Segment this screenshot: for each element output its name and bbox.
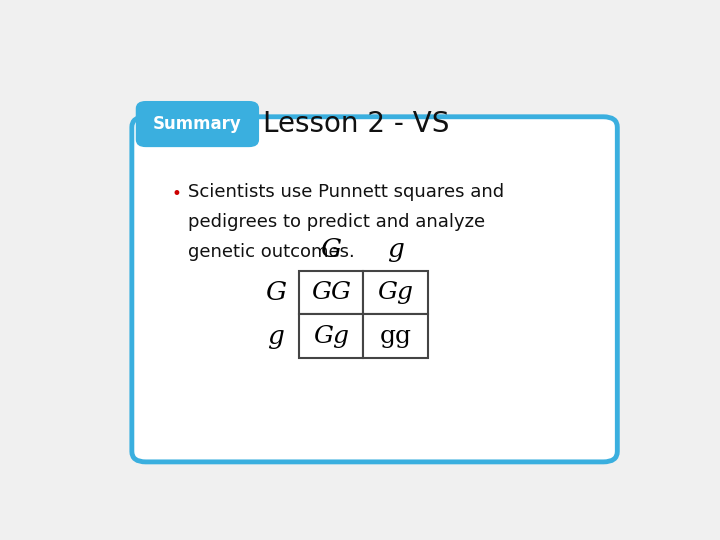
Bar <box>364 314 428 358</box>
Text: Summary: Summary <box>153 115 242 133</box>
Text: Scientists use Punnett squares and: Scientists use Punnett squares and <box>188 183 504 201</box>
Text: pedigrees to predict and analyze: pedigrees to predict and analyze <box>188 213 485 231</box>
Text: Lesson 2 - VS: Lesson 2 - VS <box>263 110 449 138</box>
Text: •: • <box>171 185 181 204</box>
FancyBboxPatch shape <box>136 101 259 147</box>
Text: genetic outcomes.: genetic outcomes. <box>188 243 354 261</box>
Text: G: G <box>265 280 287 305</box>
Text: g: g <box>267 323 284 349</box>
Bar <box>300 271 364 314</box>
Text: Gg: Gg <box>313 325 349 348</box>
Text: Gg: Gg <box>377 281 413 304</box>
Text: G: G <box>321 238 342 262</box>
FancyBboxPatch shape <box>132 117 617 462</box>
Text: g: g <box>387 238 404 262</box>
Text: gg: gg <box>379 325 412 348</box>
Bar <box>300 314 364 358</box>
Text: GG: GG <box>311 281 351 304</box>
Bar <box>364 271 428 314</box>
